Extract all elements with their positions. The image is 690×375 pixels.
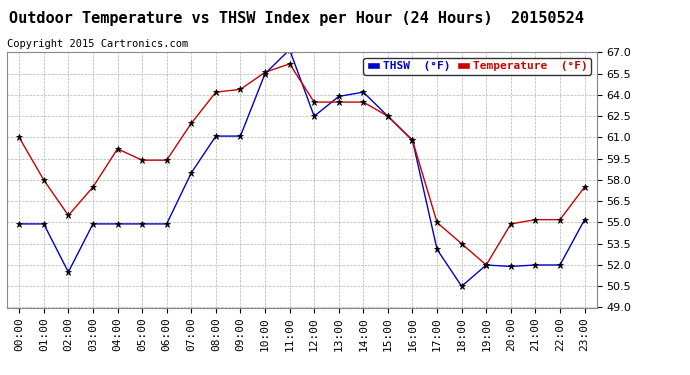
Text: Copyright 2015 Cartronics.com: Copyright 2015 Cartronics.com [7, 39, 188, 50]
Legend: THSW  (°F), Temperature  (°F): THSW (°F), Temperature (°F) [364, 58, 591, 75]
Text: Outdoor Temperature vs THSW Index per Hour (24 Hours)  20150524: Outdoor Temperature vs THSW Index per Ho… [9, 11, 584, 26]
